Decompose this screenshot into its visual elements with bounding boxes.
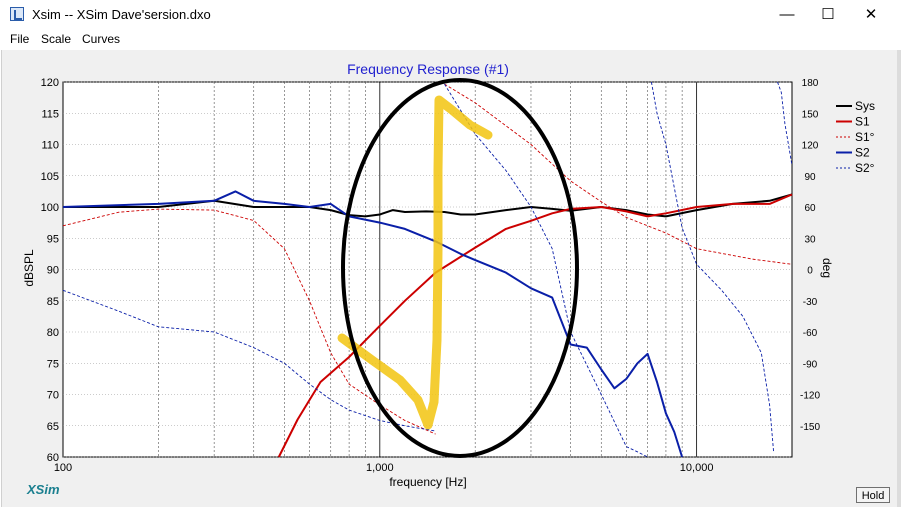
xsim-brand-label: XSim (27, 482, 60, 497)
y2-tick-label: 120 (802, 141, 819, 152)
maximize-button[interactable]: ☐ (821, 6, 835, 23)
y2-tick-label: -150 (800, 422, 820, 433)
legend-label: S1 (855, 115, 870, 129)
s2-line (62, 190, 684, 458)
y2-axis-label: deg (820, 258, 834, 278)
legend-label: S2° (855, 161, 875, 175)
y-tick-label: 75 (47, 358, 59, 370)
menu-bar: File Scale Curves (0, 30, 901, 50)
y-axis-label: dBSPL (22, 249, 36, 287)
y2-tick-label: 180 (802, 78, 819, 89)
y2-tick-label: 30 (804, 234, 816, 245)
y-tick-label: 65 (47, 421, 59, 433)
y2-tick-label: 0 (807, 266, 813, 277)
y-tick-label: 90 (47, 265, 59, 277)
y-tick-label: 110 (41, 140, 59, 152)
close-button[interactable]: ✕ (864, 6, 878, 23)
x-tick-label: 10,000 (680, 462, 714, 474)
y-tick-label: 105 (41, 171, 59, 183)
window-titlebar: Xsim -- XSim Dave'sersion.dxo — ☐ ✕ (0, 0, 901, 31)
s2-phase-line (62, 81, 793, 458)
menu-scale[interactable]: Scale (41, 32, 72, 46)
y-tick-label: 70 (47, 390, 59, 402)
legend-label: S2 (855, 146, 870, 160)
x-tick-label: 1,000 (366, 462, 394, 474)
app-icon (10, 7, 24, 21)
y2-tick-label: 150 (802, 109, 819, 120)
y2-tick-label: 90 (804, 172, 816, 183)
y-tick-label: 60 (47, 452, 59, 464)
legend-label: Sys (855, 99, 875, 113)
hold-button[interactable]: Hold (856, 487, 890, 503)
y-tick-label: 95 (47, 233, 59, 245)
y-tick-label: 100 (41, 202, 59, 214)
y2-tick-label: -30 (803, 297, 818, 308)
window-title: Xsim -- XSim Dave'sersion.dxo (32, 7, 211, 22)
y-tick-label: 120 (41, 77, 59, 89)
chart-title: Frequency Response (#1) (347, 61, 509, 77)
menu-curves[interactable]: Curves (82, 32, 121, 46)
y2-tick-label: 60 (804, 203, 816, 214)
y-tick-label: 85 (47, 296, 59, 308)
y2-tick-label: -90 (803, 359, 818, 370)
y-tick-label: 80 (47, 327, 59, 339)
x-axis-label: frequency [Hz] (389, 475, 466, 489)
legend-label: S1° (855, 130, 875, 144)
plot-area (62, 81, 793, 458)
y2-tick-label: -60 (803, 328, 818, 339)
y-tick-label: 115 (41, 108, 59, 120)
minimize-button[interactable]: — (779, 6, 795, 23)
yellow-annotation-stroke (337, 95, 493, 430)
window-edge (897, 50, 901, 507)
black-annotation-ellipse (341, 78, 579, 458)
x-tick-label: 100 (54, 462, 72, 474)
menu-file[interactable]: File (10, 32, 30, 46)
y2-tick-label: -120 (800, 391, 820, 402)
